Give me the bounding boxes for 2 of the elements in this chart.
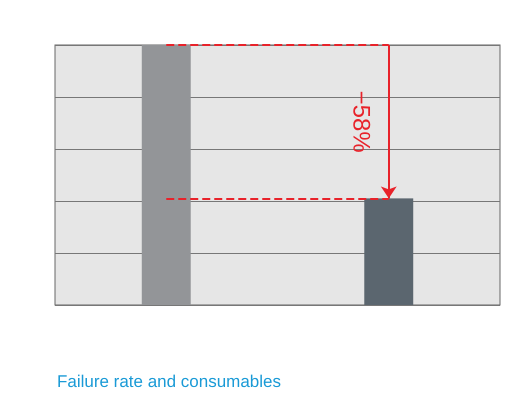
- annotation: −58%: [347, 90, 374, 153]
- text: Failure rate and consumables: [57, 372, 281, 391]
